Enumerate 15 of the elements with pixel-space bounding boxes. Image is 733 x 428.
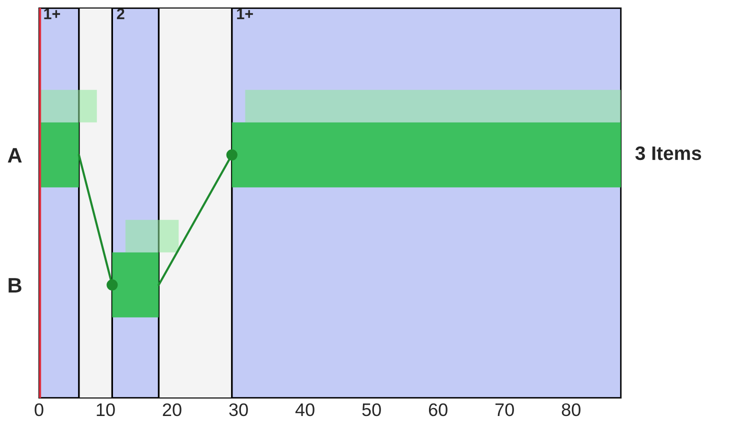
x-tick-label: 0 (34, 403, 44, 416)
band-label: 1+ (44, 8, 60, 20)
x-tick-label: 20 (162, 403, 182, 416)
x-tick-label: 40 (295, 403, 314, 416)
band-label: 1+ (237, 8, 253, 20)
x-tick-label: 10 (96, 403, 115, 416)
x-tick-label: 80 (562, 403, 580, 416)
y-tick-label: B (8, 278, 22, 292)
x-tick-label: 30 (229, 403, 248, 416)
x-tick-label: 70 (495, 403, 514, 416)
band-label: 2 (116, 8, 124, 20)
x-tick-label: 50 (362, 403, 381, 416)
x-tick-label: 60 (428, 403, 448, 416)
annotation: 3 Items (635, 146, 702, 160)
y-tick-label: A (8, 148, 22, 162)
